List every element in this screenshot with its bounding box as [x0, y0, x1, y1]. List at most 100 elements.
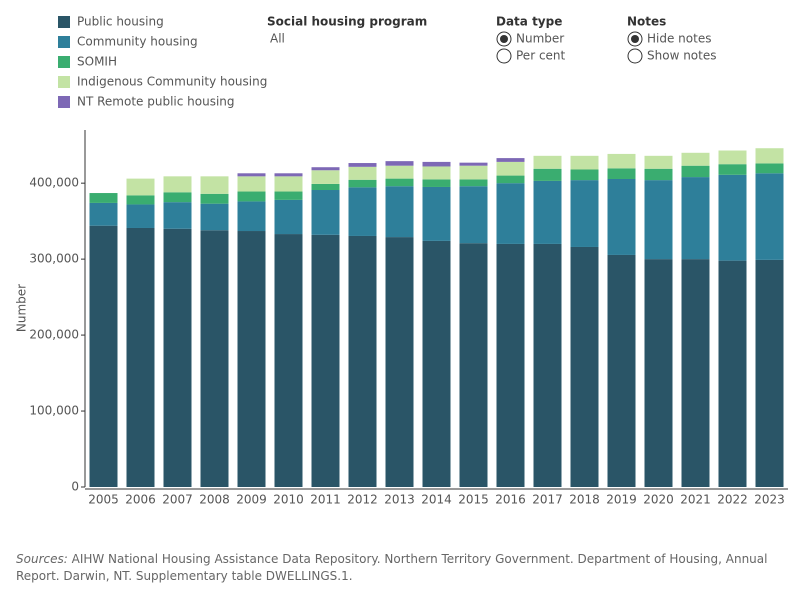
x-tick-label: 2023 [754, 493, 785, 507]
bar-segment[interactable] [311, 234, 340, 487]
bar-segment[interactable] [311, 190, 340, 235]
x-tick-label: 2009 [236, 493, 267, 507]
bar-segment[interactable] [163, 192, 192, 203]
bar-segment[interactable] [459, 186, 488, 244]
x-tick-label: 2015 [458, 493, 489, 507]
radio-label[interactable]: Number [516, 32, 564, 46]
bar-segment[interactable] [274, 173, 303, 177]
bar-segment[interactable] [200, 230, 229, 487]
bar-segment[interactable] [496, 175, 525, 184]
bar-segment[interactable] [644, 155, 673, 169]
bar-segment[interactable] [718, 260, 747, 487]
bar-segment[interactable] [237, 201, 266, 232]
bar-segment[interactable] [274, 199, 303, 235]
bar-segment[interactable] [496, 158, 525, 162]
bar-segment[interactable] [237, 176, 266, 192]
bar-segment[interactable] [274, 176, 303, 192]
radio-label[interactable]: Show notes [647, 49, 716, 63]
bar-segment[interactable] [126, 204, 155, 228]
radio-label[interactable]: Per cent [516, 49, 566, 63]
bar-segment[interactable] [89, 193, 118, 203]
radio[interactable] [627, 48, 643, 64]
bar-segment[interactable] [533, 155, 562, 169]
bar-segment[interactable] [496, 243, 525, 487]
bar-segment[interactable] [644, 180, 673, 260]
bar-segment[interactable] [607, 153, 636, 169]
bar-segment[interactable] [163, 176, 192, 193]
bar-segment[interactable] [718, 164, 747, 175]
bar-segment[interactable] [200, 193, 229, 204]
bar-segment[interactable] [533, 180, 562, 244]
bar-segment[interactable] [163, 228, 192, 487]
bar-segment[interactable] [755, 148, 784, 164]
bar-segment[interactable] [459, 179, 488, 187]
bar-segment[interactable] [422, 240, 451, 487]
bar-segment[interactable] [385, 165, 414, 179]
bar-segment[interactable] [570, 246, 599, 487]
bar-segment[interactable] [348, 166, 377, 180]
bar-segment[interactable] [755, 259, 784, 487]
bar-segment[interactable] [126, 195, 155, 205]
bar-segment[interactable] [200, 203, 229, 231]
bar-segment[interactable] [607, 254, 636, 487]
radio-label[interactable]: Hide notes [647, 32, 711, 46]
bar-segment[interactable] [533, 168, 562, 181]
bar-segment[interactable] [348, 179, 377, 188]
bar-segment[interactable] [348, 187, 377, 236]
bar-segment[interactable] [607, 168, 636, 179]
bar-segment[interactable] [385, 186, 414, 238]
bar-segment[interactable] [755, 163, 784, 174]
bar-segment[interactable] [459, 162, 488, 166]
bar-segment[interactable] [644, 168, 673, 181]
bar-segment[interactable] [311, 183, 340, 191]
bar-segment[interactable] [422, 179, 451, 187]
bar-segment[interactable] [496, 183, 525, 244]
bar-segment[interactable] [422, 186, 451, 241]
y-tick-label: 0 [71, 480, 79, 494]
bar-segment[interactable] [681, 259, 710, 487]
y-tick-label: 400,000 [29, 176, 79, 190]
bar-segment[interactable] [496, 161, 525, 176]
legend-swatch [58, 96, 70, 108]
bar-segment[interactable] [718, 150, 747, 165]
bar-segment[interactable] [718, 174, 747, 261]
bar-segment[interactable] [681, 165, 710, 178]
bar-segment[interactable] [163, 202, 192, 229]
bar-segment[interactable] [385, 237, 414, 487]
sources-label: Sources: [16, 552, 68, 566]
bar-segment[interactable] [681, 152, 710, 166]
bar-segment[interactable] [570, 155, 599, 170]
bar-segment[interactable] [755, 173, 784, 260]
x-tick-label: 2016 [495, 493, 526, 507]
bar-segment[interactable] [348, 235, 377, 487]
bar-segment[interactable] [89, 202, 118, 226]
bar-segment[interactable] [607, 178, 636, 255]
bar-segment[interactable] [311, 167, 340, 171]
bar-segment[interactable] [126, 178, 155, 196]
bar-segment[interactable] [237, 173, 266, 177]
bar-segment[interactable] [570, 180, 599, 247]
radio[interactable] [496, 48, 512, 64]
x-tick-label: 2011 [310, 493, 341, 507]
filter-value[interactable]: All [270, 32, 285, 46]
bar-segment[interactable] [533, 243, 562, 487]
bar-segment[interactable] [200, 176, 229, 194]
bar-segment[interactable] [89, 225, 118, 487]
bar-segment[interactable] [570, 169, 599, 181]
bar-segment[interactable] [237, 231, 266, 487]
bar-segment[interactable] [459, 165, 488, 180]
x-tick-label: 2021 [680, 493, 711, 507]
bar-segment[interactable] [385, 178, 414, 187]
bar-segment[interactable] [126, 227, 155, 487]
bar-segment[interactable] [385, 161, 414, 166]
bar-segment[interactable] [348, 163, 377, 167]
bar-segment[interactable] [274, 191, 303, 200]
bar-segment[interactable] [459, 243, 488, 487]
bar-segment[interactable] [422, 166, 451, 180]
bar-segment[interactable] [681, 177, 710, 260]
bar-segment[interactable] [237, 191, 266, 202]
bar-segment[interactable] [422, 161, 451, 167]
bar-segment[interactable] [274, 234, 303, 487]
bar-segment[interactable] [644, 259, 673, 487]
bar-segment[interactable] [311, 170, 340, 184]
